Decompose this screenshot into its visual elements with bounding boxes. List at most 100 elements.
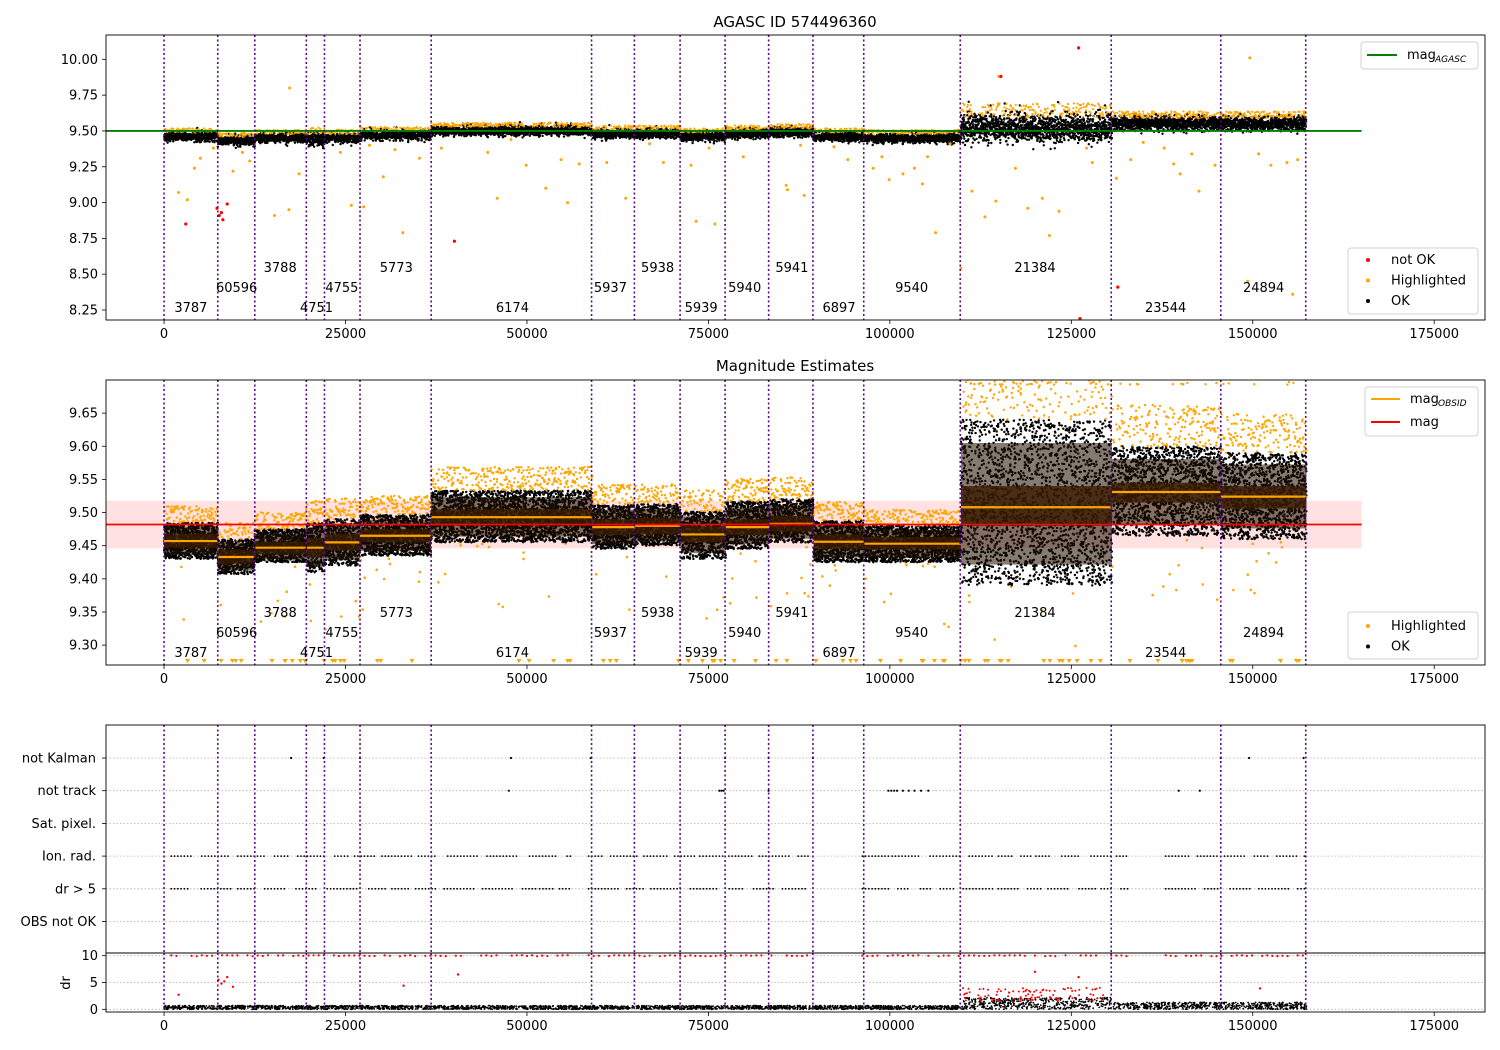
highlighted-point bbox=[638, 124, 641, 127]
highlighted-point bbox=[645, 125, 648, 128]
ok-point bbox=[371, 139, 375, 142]
highlighted-point bbox=[597, 126, 601, 129]
highlighted-point bbox=[388, 127, 391, 130]
ok-point bbox=[428, 138, 431, 142]
highlighted-point bbox=[221, 135, 224, 138]
ok-point bbox=[538, 134, 542, 138]
ok-point bbox=[486, 136, 490, 139]
highlighted-point bbox=[544, 125, 547, 128]
ok-point bbox=[245, 143, 248, 146]
highlighted-point bbox=[455, 123, 458, 126]
panel-1-marks bbox=[163, 46, 1308, 320]
ok-point bbox=[457, 126, 461, 130]
ok-point bbox=[234, 146, 237, 150]
ok-point bbox=[641, 138, 645, 142]
ok-point bbox=[541, 134, 544, 138]
ok-point bbox=[234, 132, 237, 136]
highlighted-point bbox=[514, 122, 517, 125]
ok-point bbox=[246, 136, 249, 139]
ok-point bbox=[407, 138, 410, 141]
highlighted-point bbox=[392, 125, 395, 129]
highlighted-point bbox=[365, 127, 368, 130]
ok-point bbox=[381, 139, 384, 143]
highlighted-point bbox=[566, 122, 569, 125]
ok-point bbox=[204, 140, 207, 143]
ok-point bbox=[398, 139, 402, 142]
highlighted-point bbox=[585, 124, 589, 127]
highlighted-point bbox=[240, 131, 243, 135]
ok-point bbox=[350, 144, 353, 147]
highlighted-point bbox=[416, 127, 419, 130]
highlighted-point bbox=[640, 127, 644, 130]
highlighted-point bbox=[650, 125, 653, 128]
ok-point bbox=[518, 121, 522, 124]
highlighted-point bbox=[235, 134, 238, 137]
ok-point bbox=[200, 139, 204, 142]
ok-point bbox=[562, 135, 566, 138]
highlighted-point bbox=[182, 127, 185, 130]
highlighted-point bbox=[419, 126, 422, 129]
ok-point bbox=[206, 140, 210, 143]
ok-point bbox=[392, 139, 395, 142]
ok-point bbox=[293, 141, 297, 144]
ok-point bbox=[216, 145, 219, 148]
ok-point bbox=[177, 138, 180, 141]
highlighted-point bbox=[312, 127, 315, 130]
highlighted-point bbox=[469, 124, 472, 127]
ok-point bbox=[227, 143, 230, 146]
highlighted-point bbox=[489, 122, 492, 125]
highlighted-point bbox=[218, 132, 221, 135]
ok-point bbox=[612, 137, 615, 140]
highlighted-point bbox=[543, 122, 546, 125]
ok-point bbox=[236, 145, 240, 148]
highlighted-point bbox=[589, 122, 592, 125]
ok-point bbox=[557, 135, 561, 138]
highlighted-point bbox=[605, 126, 608, 129]
highlighted-point bbox=[479, 122, 483, 125]
ok-point bbox=[479, 134, 483, 138]
panel-1-title: AGASC ID 574496360 bbox=[713, 13, 876, 31]
ok-point bbox=[208, 140, 211, 143]
highlighted-point bbox=[314, 128, 318, 131]
ok-point bbox=[417, 139, 420, 142]
highlighted-point bbox=[221, 132, 224, 135]
highlighted-point bbox=[627, 124, 631, 127]
highlighted-point bbox=[631, 126, 634, 129]
highlighted-point bbox=[549, 121, 552, 124]
highlighted-point bbox=[520, 122, 524, 125]
ok-point bbox=[169, 140, 172, 143]
highlighted-point bbox=[230, 133, 233, 136]
ok-point bbox=[253, 145, 256, 148]
highlighted-point bbox=[515, 126, 518, 129]
ok-point bbox=[363, 139, 366, 142]
highlighted-point bbox=[406, 126, 409, 129]
ok-point bbox=[343, 140, 346, 144]
highlighted-point bbox=[426, 126, 430, 130]
ok-point bbox=[273, 132, 276, 135]
highlighted-point bbox=[172, 127, 175, 130]
ok-point bbox=[420, 138, 423, 141]
highlighted-point bbox=[296, 131, 299, 134]
highlighted-point bbox=[373, 126, 377, 129]
ok-point bbox=[198, 139, 201, 142]
highlighted-point bbox=[563, 123, 566, 126]
ok-point bbox=[166, 141, 169, 144]
ok-point bbox=[401, 139, 404, 142]
ok-point bbox=[213, 139, 216, 142]
ok-point bbox=[388, 139, 391, 142]
ok-point bbox=[199, 140, 202, 144]
highlighted-point bbox=[583, 121, 586, 125]
ok-point bbox=[433, 134, 437, 137]
highlighted-point bbox=[225, 132, 228, 135]
ok-point bbox=[312, 145, 316, 148]
ok-point bbox=[200, 137, 203, 140]
highlighted-point bbox=[578, 126, 582, 129]
ok-point bbox=[239, 145, 242, 148]
ok-point bbox=[593, 138, 597, 141]
highlighted-point bbox=[372, 127, 375, 131]
highlighted-point bbox=[286, 132, 289, 136]
highlighted-point bbox=[202, 127, 205, 130]
highlighted-point bbox=[618, 124, 621, 127]
highlighted-point bbox=[191, 127, 194, 130]
